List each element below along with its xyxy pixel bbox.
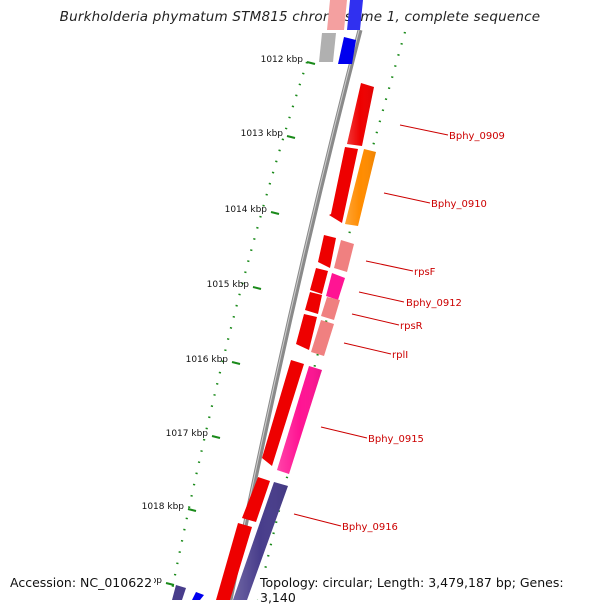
gene-label-rpsf[interactable]: rpsF (414, 267, 436, 278)
gene-red-0912[interactable] (310, 268, 328, 294)
gene-rpsr[interactable] (321, 297, 340, 320)
gene-leader-lines (293, 124, 449, 527)
tick-label: 1014 kbp (225, 205, 268, 215)
gene-blue-bottom[interactable] (192, 592, 204, 600)
gene-label-rpsr[interactable]: rpsR (400, 321, 423, 332)
gene-label-bphy-0915[interactable]: Bphy_0915 (368, 434, 424, 445)
gene-label-bphy-0910[interactable]: Bphy_0910 (431, 199, 487, 210)
tick-label: 1012 kbp (261, 55, 304, 65)
gene-grey-top[interactable] (319, 33, 336, 62)
tick-label: 1016 kbp (186, 355, 229, 365)
gene-red-rpli[interactable] (296, 314, 317, 350)
gene-rpsf[interactable] (334, 240, 354, 272)
gene-red-rpsr[interactable] (305, 292, 322, 314)
accession-text: Accession: NC_010622 (8, 575, 155, 590)
tick-label: 1015 kbp (207, 280, 250, 290)
major-tick-mark (286, 135, 296, 139)
gene-label-rpli[interactable]: rplI (392, 350, 408, 361)
topology-text: Topology: circular; Length: 3,479,187 bp… (258, 575, 600, 605)
gene-label-bphy-0916[interactable]: Bphy_0916 (342, 522, 398, 533)
gene-pink-top[interactable] (327, 0, 347, 30)
gene-red-0916b[interactable] (216, 523, 252, 600)
tick-group: 1012 kbp 1013 kbp 1014 kbp 1015 kbp 1016 kbp… (120, 55, 316, 586)
gene-label-bphy-0912[interactable]: Bphy_0912 (406, 298, 462, 309)
gene-labels: Bphy_0909 Bphy_0910 rpsF Bphy_0912 rpsR … (342, 131, 505, 533)
gene-bphy-0912[interactable] (326, 273, 345, 300)
tick-label: 1013 kbp (241, 129, 284, 139)
major-tick-mark (211, 435, 221, 439)
major-tick-mark (165, 582, 175, 586)
gene-rpli[interactable] (311, 320, 334, 356)
major-tick-mark (231, 361, 241, 365)
gene-purple-bottom[interactable] (172, 585, 186, 600)
gene-shine (233, 83, 376, 600)
gene-red-rpsf[interactable] (318, 235, 336, 268)
gene-red-0916a[interactable] (242, 477, 270, 522)
major-tick-mark (270, 211, 280, 215)
tick-label: 1017 kbp (166, 429, 209, 439)
gene-label-bphy-0909[interactable]: Bphy_0909 (449, 131, 505, 142)
tick-ring-inner (170, 61, 309, 591)
map-title: Burkholderia phymatum STM815 chromosome … (59, 9, 541, 25)
gene-bphy-0910-red[interactable] (329, 147, 358, 223)
major-tick-mark (252, 286, 262, 290)
gene-blue-top[interactable] (338, 37, 356, 64)
gene-red-0915[interactable] (262, 360, 304, 466)
tick-label: 1018 kbp (142, 502, 185, 512)
major-tick-mark (187, 508, 197, 512)
gene-blue-top2[interactable] (347, 0, 363, 30)
major-tick-mark (306, 61, 316, 65)
